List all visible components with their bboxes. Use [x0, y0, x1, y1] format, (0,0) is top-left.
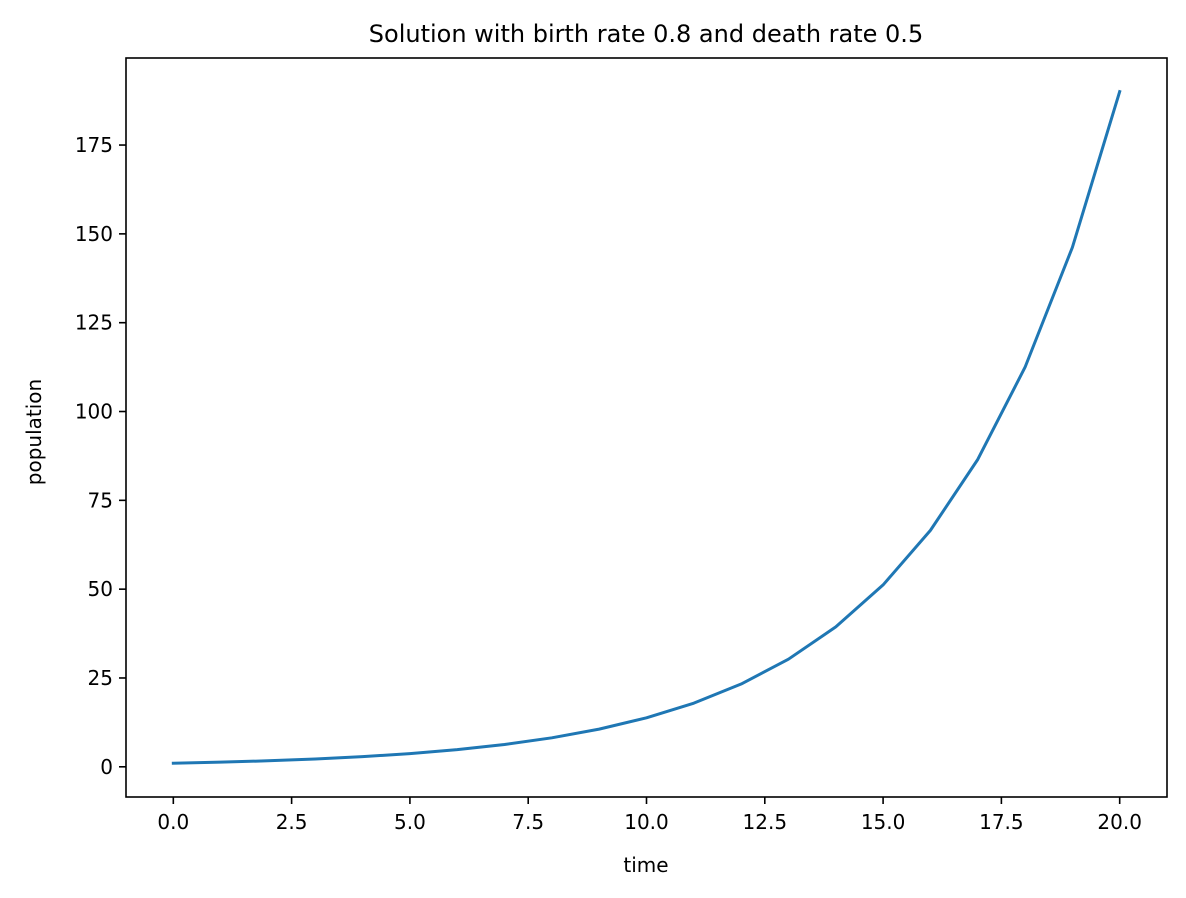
y-tick-label: 25	[88, 666, 113, 690]
y-tick-label: 175	[75, 133, 113, 157]
x-tick-label: 0.0	[157, 810, 189, 834]
x-axis-ticks: 0.0 2.5 5.0 7.5 10.0 12.5 15.0 17.5 20.0	[157, 797, 1142, 834]
x-tick-label: 15.0	[861, 810, 906, 834]
population-series-line	[171, 89, 1122, 765]
x-axis-label: time	[623, 853, 668, 877]
y-tick-label: 100	[75, 400, 113, 424]
y-tick-label: 50	[88, 577, 113, 601]
y-tick-label: 125	[75, 311, 113, 335]
x-tick-label: 17.5	[979, 810, 1024, 834]
x-tick-label: 2.5	[276, 810, 308, 834]
y-axis-ticks: 0 25 50 75 100 125 150 175	[75, 133, 126, 779]
y-tick-label: 75	[88, 488, 113, 512]
x-tick-label: 10.0	[624, 810, 669, 834]
x-tick-label: 12.5	[743, 810, 788, 834]
x-tick-label: 20.0	[1097, 810, 1142, 834]
y-tick-label: 0	[100, 755, 113, 779]
y-axis-label: population	[22, 379, 46, 485]
x-tick-label: 7.5	[512, 810, 544, 834]
x-tick-label: 5.0	[394, 810, 426, 834]
y-tick-label: 150	[75, 222, 113, 246]
chart-title: Solution with birth rate 0.8 and death r…	[369, 20, 923, 48]
